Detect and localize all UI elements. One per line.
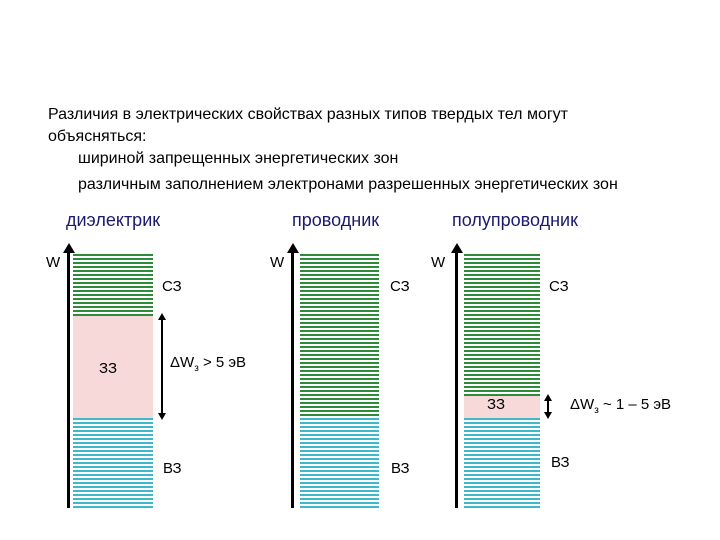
semiconductor-gap-line bbox=[547, 400, 549, 412]
dielectric-title: диэлектрик bbox=[66, 210, 161, 230]
intro-line-4: различным заполнением электронами разреш… bbox=[78, 176, 618, 193]
semiconductor-conduction-label: СЗ bbox=[549, 278, 569, 295]
conductor-axis-label: W bbox=[270, 254, 285, 271]
semiconductor-title: полупроводник bbox=[452, 210, 578, 230]
intro-line-1: Различия в электрических свойствах разны… bbox=[48, 106, 568, 123]
dielectric-conduction-label: СЗ bbox=[162, 278, 182, 295]
semiconductor-gap-label: ΔWз ~ 1 – 5 эВ bbox=[570, 396, 672, 416]
semiconductor-axis bbox=[455, 252, 458, 508]
conductor-valence-label: ВЗ bbox=[391, 460, 410, 477]
dielectric-gap-arrow-top-icon bbox=[158, 313, 166, 320]
semiconductor-forbidden-band bbox=[464, 396, 540, 418]
dielectric-axis-label: W bbox=[46, 254, 61, 271]
intro-text: Различия в электрических свойствах разны… bbox=[48, 104, 618, 196]
dielectric-axis-arrow-icon bbox=[63, 243, 75, 253]
conductor-conduction-band bbox=[300, 254, 379, 418]
dielectric-gap-line bbox=[161, 319, 163, 413]
dielectric-forbidden-label: ЗЗ bbox=[99, 360, 118, 377]
conductor-title: проводник bbox=[292, 210, 380, 230]
dielectric-axis bbox=[67, 252, 70, 508]
conductor-axis bbox=[291, 252, 294, 508]
intro-line-3: шириной запрещенных энергетических зон bbox=[78, 150, 399, 167]
semiconductor-gap-arrow-top-icon bbox=[544, 394, 552, 401]
conductor-conduction-label: СЗ bbox=[390, 278, 410, 295]
dielectric-gap-arrow-bottom-icon bbox=[158, 413, 166, 420]
intro-line-2: объясняться: bbox=[48, 128, 147, 145]
dielectric-conduction-band bbox=[73, 254, 153, 316]
conductor-valence-band bbox=[300, 418, 379, 510]
semiconductor-valence-label: ВЗ bbox=[551, 454, 570, 471]
semiconductor-valence-band bbox=[464, 418, 540, 510]
semiconductor-conduction-band bbox=[464, 254, 540, 396]
semiconductor-forbidden-label: ЗЗ bbox=[487, 396, 506, 413]
semiconductor-axis-arrow-icon bbox=[451, 243, 463, 253]
conductor-axis-arrow-icon bbox=[287, 243, 299, 253]
dielectric-valence-band bbox=[73, 418, 153, 510]
dielectric-gap-label: ΔWз > 5 эВ bbox=[170, 354, 247, 374]
semiconductor-gap-arrow-bottom-icon bbox=[544, 412, 552, 419]
dielectric-valence-label: ВЗ bbox=[163, 460, 182, 477]
semiconductor-axis-label: W bbox=[431, 254, 446, 271]
dielectric-forbidden-band bbox=[73, 316, 153, 418]
